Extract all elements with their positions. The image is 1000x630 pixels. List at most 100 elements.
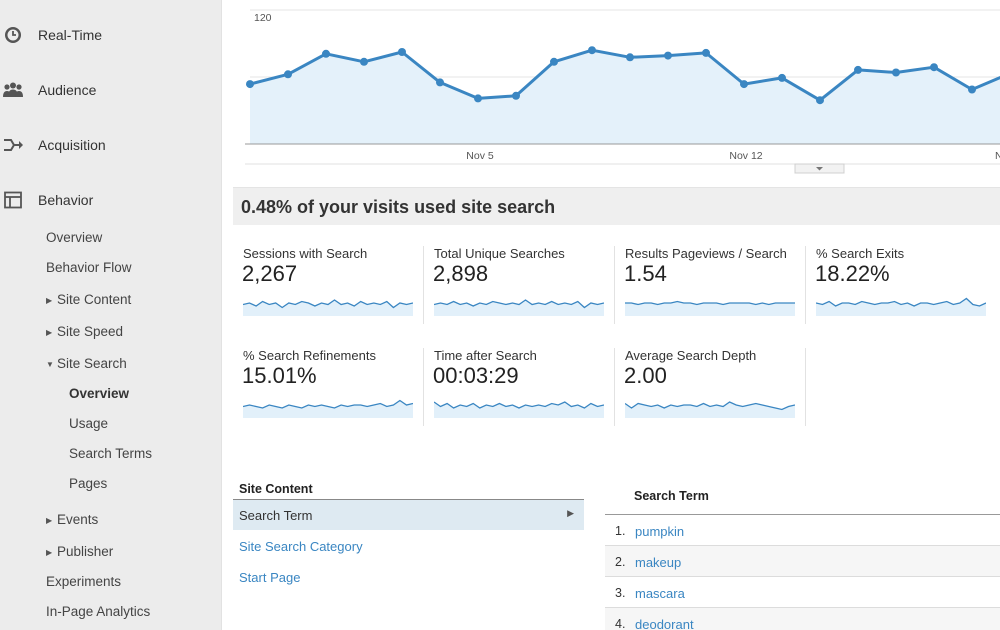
data-point[interactable] bbox=[436, 78, 444, 87]
sidebar-item-usage[interactable]: Usage bbox=[69, 415, 108, 433]
selected-item-label: Search Term bbox=[239, 508, 313, 523]
collapse-triangle-icon: ▼ bbox=[46, 360, 54, 369]
sidebar-item-label: Overview bbox=[46, 230, 103, 245]
data-point[interactable] bbox=[626, 53, 634, 62]
sidebar-item-behavior[interactable]: Behavior bbox=[0, 185, 93, 215]
table-row: 3. mascara bbox=[605, 577, 1000, 608]
sidebar-item-pages[interactable]: Pages bbox=[69, 475, 107, 493]
data-point[interactable] bbox=[398, 48, 406, 56]
data-point[interactable] bbox=[360, 57, 368, 66]
sidebar-item-label: Overview bbox=[69, 386, 130, 401]
chart-series-layer bbox=[246, 46, 1000, 144]
row-number: 4. bbox=[615, 617, 626, 630]
sidebar-item-label: Site Speed bbox=[57, 324, 124, 339]
data-point[interactable] bbox=[702, 48, 710, 57]
metric-label: Time after Search bbox=[434, 348, 537, 363]
site-search-category-link[interactable]: Site Search Category bbox=[239, 539, 363, 554]
main-content: 120 60 Nov 5 Nov 12 N 0.48% of your visi… bbox=[233, 0, 1000, 630]
metric-tile[interactable]: Time after Search 00:03:29 bbox=[424, 348, 615, 426]
sidebar-item-search-terms[interactable]: Search Terms bbox=[69, 445, 152, 463]
x-tick-label: Nov 12 bbox=[729, 150, 762, 162]
sidebar-item-site-content[interactable]: ▶ Site Content bbox=[46, 291, 131, 310]
sidebar: Real-Time Audience Acquisition Behavior … bbox=[0, 0, 222, 630]
x-tick-label: N bbox=[995, 150, 1000, 162]
row-number: 1. bbox=[615, 524, 626, 538]
data-point[interactable] bbox=[512, 91, 520, 100]
sparkline-line bbox=[434, 401, 604, 409]
search-term-link[interactable]: makeup bbox=[635, 555, 682, 570]
metric-tile[interactable]: % Search Exits 18.22% bbox=[806, 246, 997, 324]
sparkline-line bbox=[625, 300, 795, 306]
data-point[interactable] bbox=[892, 68, 900, 77]
sidebar-item-acquisition[interactable]: Acquisition bbox=[0, 130, 106, 160]
sidebar-item-real-time[interactable]: Real-Time bbox=[0, 20, 102, 50]
data-point[interactable] bbox=[816, 96, 824, 105]
metric-value: 2,267 bbox=[242, 261, 298, 286]
data-point[interactable] bbox=[550, 57, 558, 66]
sidebar-item-label: Behavior bbox=[38, 192, 94, 208]
metric-label: Average Search Depth bbox=[625, 348, 757, 363]
metric-label: Total Unique Searches bbox=[434, 246, 565, 261]
table-header-divider bbox=[605, 514, 1000, 515]
search-term-column-header: Search Term bbox=[634, 489, 709, 503]
row-number: 3. bbox=[615, 586, 626, 600]
trend-chart[interactable]: 120 60 Nov 5 Nov 12 N bbox=[243, 0, 1000, 180]
data-point[interactable] bbox=[930, 63, 938, 72]
data-point[interactable] bbox=[664, 51, 672, 60]
data-point[interactable] bbox=[968, 85, 976, 94]
data-point[interactable] bbox=[588, 46, 596, 55]
metric-value: 2,898 bbox=[433, 261, 489, 286]
sparkline-area bbox=[434, 402, 604, 418]
site-content-selected-item[interactable]: Search Term ▶ bbox=[233, 500, 584, 530]
metric-label: % Search Exits bbox=[816, 246, 905, 261]
summary-bar: 0.48% of your visits used site search bbox=[233, 187, 1000, 225]
data-point[interactable] bbox=[322, 49, 330, 58]
data-point[interactable] bbox=[474, 94, 482, 103]
chart-collapse-handle[interactable] bbox=[794, 163, 845, 174]
series-area bbox=[250, 50, 1000, 144]
sidebar-item-site-speed[interactable]: ▶ Site Speed bbox=[46, 323, 123, 342]
metric-tile[interactable]: Results Pageviews / Search 1.54 bbox=[615, 246, 806, 324]
divider bbox=[233, 499, 584, 500]
sidebar-item-label: Experiments bbox=[46, 574, 122, 589]
sidebar-item-label: In-Page Analytics bbox=[46, 604, 151, 619]
sparkline bbox=[625, 401, 795, 418]
sidebar-item-label: Site Content bbox=[57, 292, 132, 307]
data-point[interactable] bbox=[854, 65, 862, 74]
search-term-link[interactable]: mascara bbox=[635, 586, 685, 601]
start-page-link[interactable]: Start Page bbox=[239, 570, 301, 585]
sidebar-item-publisher[interactable]: ▶ Publisher bbox=[46, 543, 113, 562]
sparkline-area bbox=[243, 400, 413, 418]
metric-value: 15.01% bbox=[242, 363, 317, 388]
sidebar-item-label: Pages bbox=[69, 476, 108, 491]
sidebar-item-behavior-flow[interactable]: Behavior Flow bbox=[46, 259, 132, 277]
metric-tile[interactable]: Average Search Depth 2.00 bbox=[615, 348, 806, 426]
sparkline bbox=[625, 300, 795, 316]
sparkline-area bbox=[625, 402, 795, 418]
metric-tile[interactable]: Sessions with Search 2,267 bbox=[233, 246, 424, 324]
search-term-link[interactable]: deodorant bbox=[635, 617, 694, 630]
sidebar-item-site-search[interactable]: ▼ Site Search bbox=[46, 355, 127, 374]
metric-tile[interactable]: Total Unique Searches 2,898 bbox=[424, 246, 615, 324]
data-point[interactable] bbox=[778, 73, 786, 82]
search-term-link[interactable]: pumpkin bbox=[635, 524, 685, 539]
sparkline-area bbox=[816, 298, 986, 316]
sparkline bbox=[434, 299, 604, 316]
sidebar-item-audience[interactable]: Audience bbox=[0, 75, 96, 105]
data-point[interactable] bbox=[246, 80, 254, 89]
sidebar-item-site-search-overview[interactable]: Overview bbox=[69, 385, 129, 403]
data-point[interactable] bbox=[284, 70, 292, 79]
sidebar-item-experiments[interactable]: Experiments bbox=[46, 573, 121, 591]
metric-label: Sessions with Search bbox=[243, 246, 368, 261]
metric-value: 18.22% bbox=[815, 261, 890, 286]
sidebar-item-events[interactable]: ▶ Events bbox=[46, 511, 98, 530]
sidebar-item-overview[interactable]: Overview bbox=[46, 229, 102, 247]
expand-triangle-icon: ▶ bbox=[46, 328, 53, 337]
expand-triangle-icon: ▶ bbox=[46, 516, 53, 525]
acquisition-arrows-icon bbox=[1, 133, 25, 157]
metric-tile[interactable]: % Search Refinements 15.01% bbox=[233, 348, 424, 426]
data-point[interactable] bbox=[740, 80, 748, 89]
sidebar-item-label: Acquisition bbox=[38, 137, 106, 153]
sidebar-item-in-page-analytics[interactable]: In-Page Analytics bbox=[46, 603, 150, 621]
